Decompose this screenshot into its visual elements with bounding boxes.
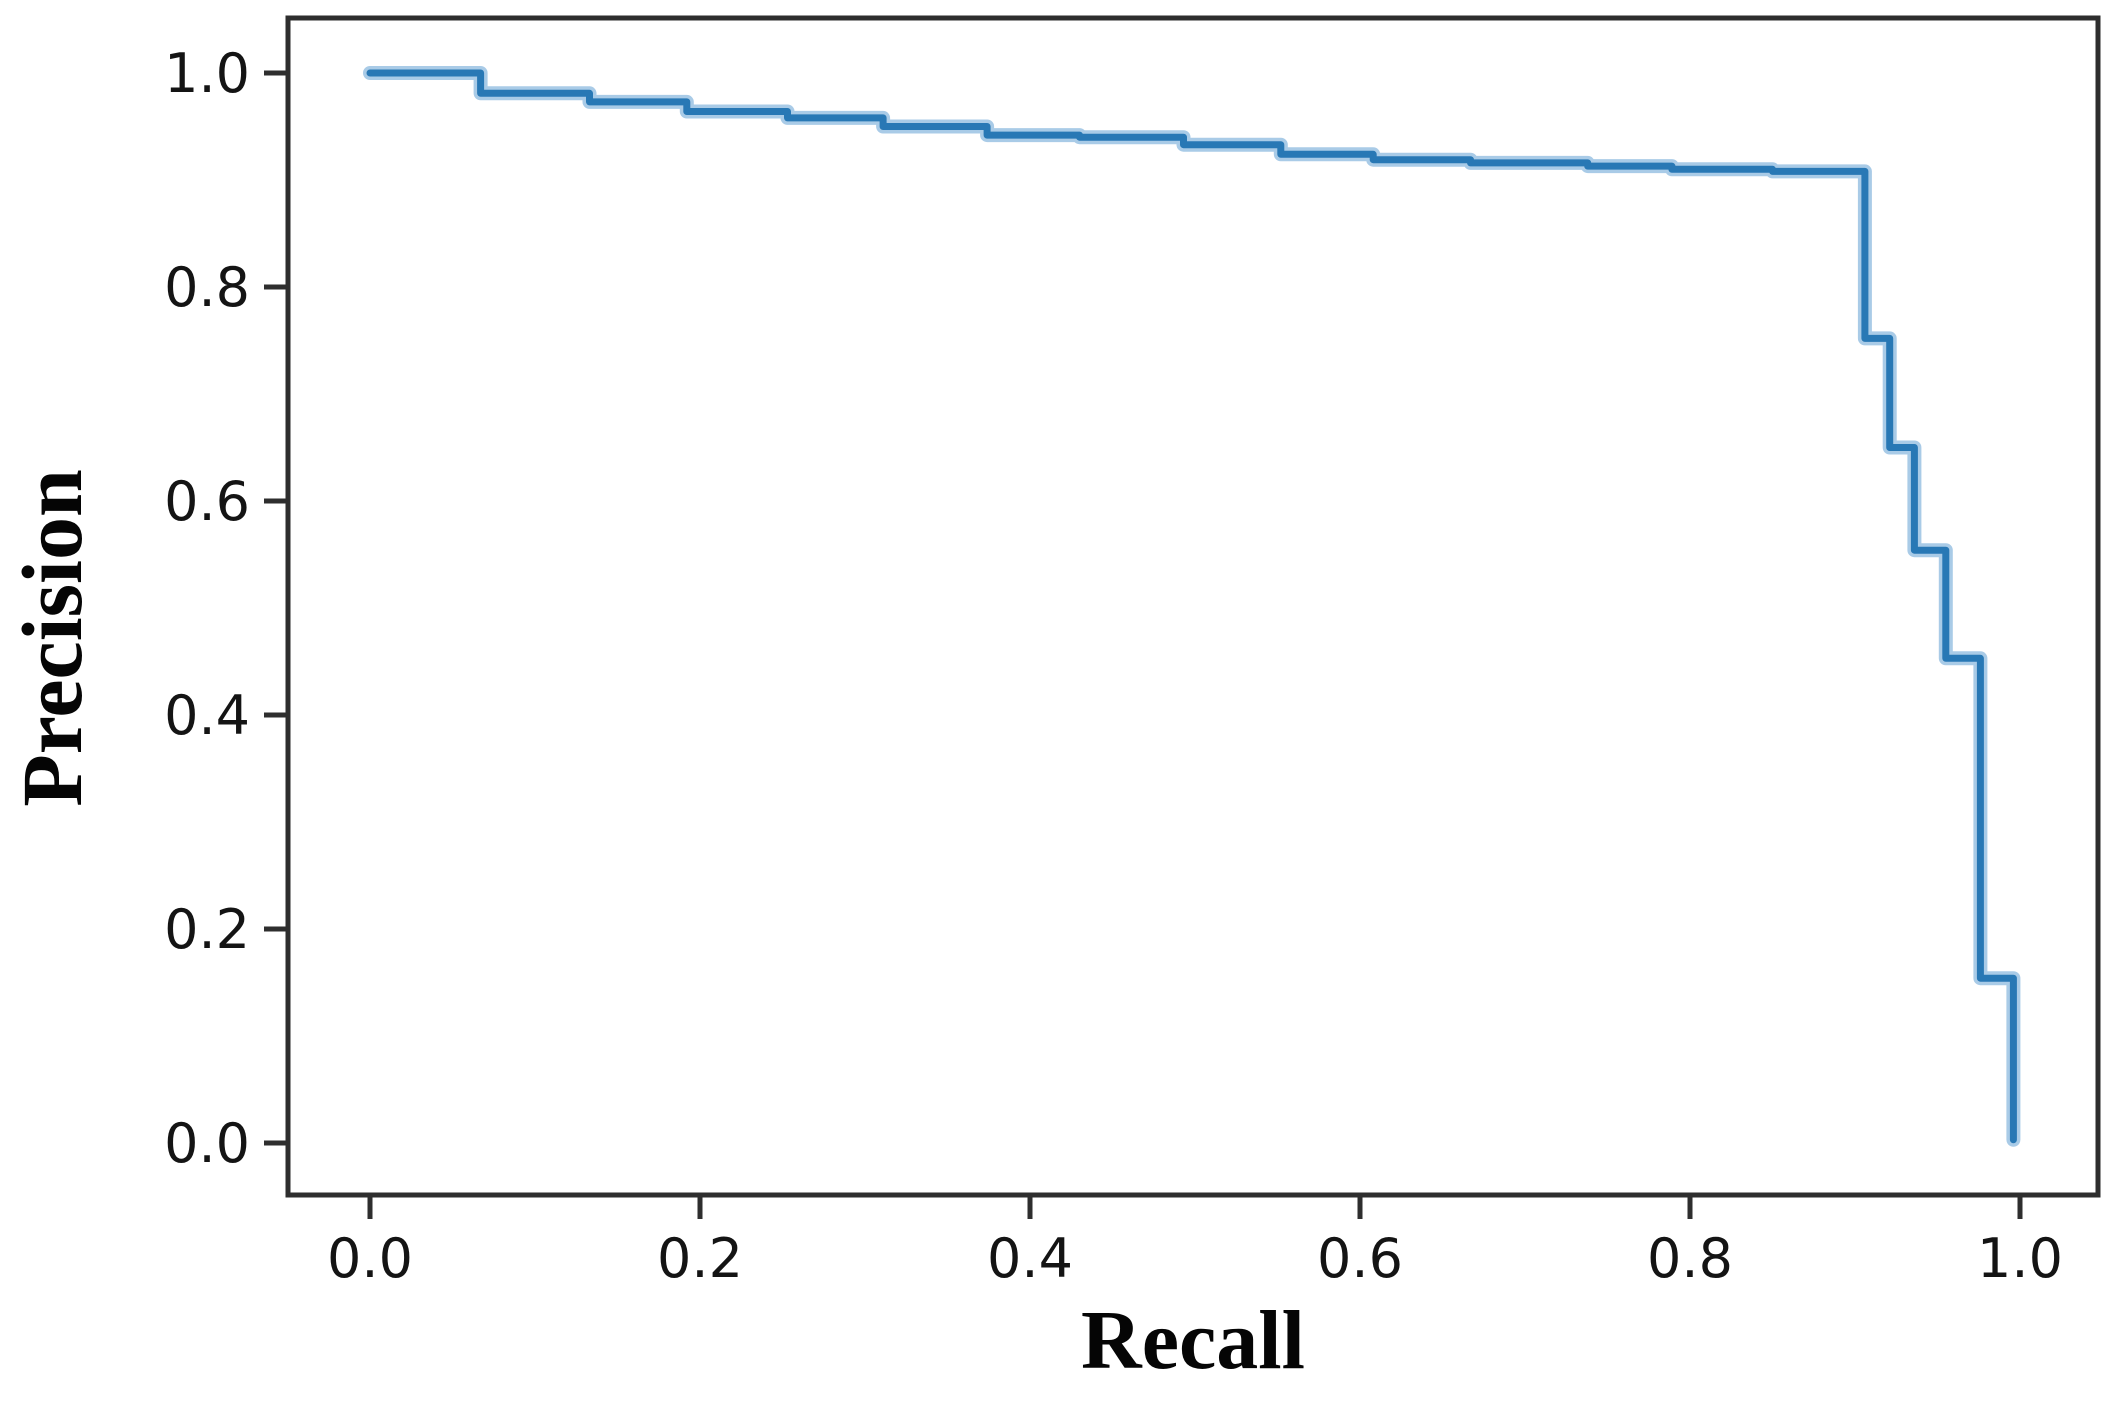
pr-curve-group <box>363 66 2021 1147</box>
x-tick-label: 0.4 <box>987 1227 1073 1290</box>
y-tick-label: 0.8 <box>164 256 250 319</box>
y-tick-label: 0.6 <box>164 470 250 533</box>
x-tick-label: 0.6 <box>1317 1227 1403 1290</box>
axis-ticks <box>264 70 2023 1219</box>
plot-frame <box>285 15 2101 1198</box>
pr-curve-halo <box>363 66 2021 1147</box>
pr-curve-line <box>366 69 2017 1144</box>
y-tick-label: 1.0 <box>164 42 250 105</box>
y-tick-label: 0.2 <box>164 898 250 961</box>
x-tick-label: 0.2 <box>657 1227 743 1290</box>
y-tick-label: 0.4 <box>164 684 250 747</box>
x-tick-label: 0.8 <box>1647 1227 1733 1290</box>
x-tick-label: 0.0 <box>327 1227 413 1290</box>
axis-tick-labels: 0.0 0.2 0.4 0.6 0.8 1.0 0.0 0.2 0.4 0.6 0.8 1.0 <box>164 42 2063 1290</box>
y-axis-label: Precision <box>4 469 100 807</box>
y-tick-label: 0.0 <box>164 1112 250 1175</box>
x-tick-label: 1.0 <box>1977 1227 2063 1290</box>
x-axis-label: Recall <box>1081 1294 1305 1387</box>
